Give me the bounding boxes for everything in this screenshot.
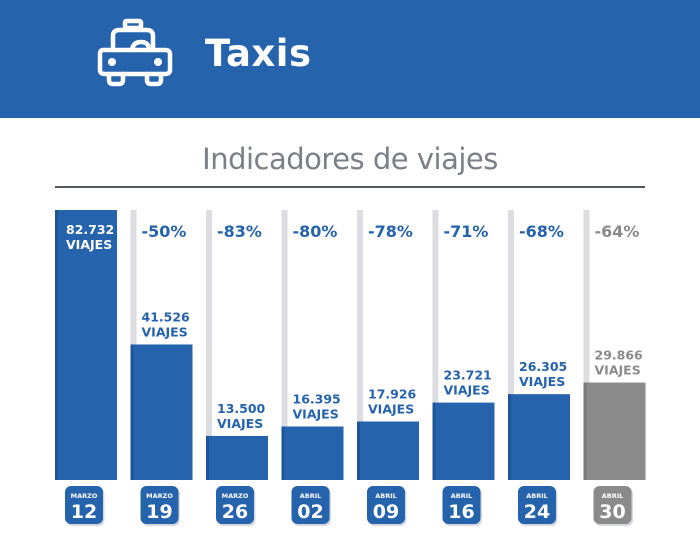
bar-edge bbox=[583, 382, 587, 480]
value-label: 41.526 bbox=[142, 309, 191, 324]
date-month: ABRIL bbox=[526, 492, 548, 500]
chart-title: Indicadores de viajes bbox=[202, 142, 498, 176]
bar-edge bbox=[206, 435, 209, 480]
date-month: ABRIL bbox=[300, 492, 322, 500]
unit-label: VIAJES bbox=[66, 237, 112, 252]
date-badge bbox=[216, 486, 254, 524]
date-day: 02 bbox=[297, 501, 323, 523]
date-badge bbox=[442, 486, 481, 524]
date-month: MARZO bbox=[222, 492, 249, 500]
date-day: 12 bbox=[71, 501, 97, 523]
change-label: -68% bbox=[519, 222, 564, 241]
unit-label: VIAJES bbox=[142, 324, 188, 339]
bar-edge bbox=[55, 210, 58, 480]
date-badge bbox=[140, 486, 179, 524]
column-track bbox=[508, 210, 514, 480]
date-day: 26 bbox=[222, 501, 248, 523]
date-badge bbox=[291, 486, 330, 524]
change-label: -64% bbox=[595, 222, 640, 241]
bar bbox=[583, 382, 646, 480]
taxi-icon bbox=[97, 18, 173, 87]
date-month: ABRIL bbox=[451, 492, 473, 500]
unit-label: VIAJES bbox=[595, 363, 641, 378]
change-label: -71% bbox=[444, 222, 489, 241]
header-title: Taxis bbox=[205, 32, 312, 75]
date-badge bbox=[65, 486, 103, 524]
value-label: 16.395 bbox=[293, 391, 341, 406]
title-divider bbox=[55, 186, 645, 188]
value-label: 26.305 bbox=[519, 359, 567, 374]
date-badge bbox=[593, 486, 632, 524]
date-day: 16 bbox=[448, 501, 474, 523]
bar bbox=[432, 402, 495, 480]
value-label: 82.732 bbox=[66, 222, 114, 237]
date-badge bbox=[518, 486, 556, 524]
column-track bbox=[206, 210, 212, 480]
unit-label: VIAJES bbox=[444, 383, 490, 398]
bar bbox=[206, 435, 268, 480]
value-label: 23.721 bbox=[444, 368, 492, 383]
change-label: -50% bbox=[142, 222, 187, 241]
column-track bbox=[281, 210, 288, 480]
bar-edge bbox=[508, 394, 511, 480]
bar-edge bbox=[357, 421, 360, 480]
bar bbox=[55, 210, 117, 480]
column-track bbox=[357, 210, 363, 480]
unit-label: VIAJES bbox=[519, 374, 565, 389]
bar-edge bbox=[432, 402, 436, 480]
date-month: MARZO bbox=[146, 492, 173, 500]
date-day: 30 bbox=[599, 501, 625, 523]
change-label: -78% bbox=[368, 222, 413, 241]
value-label: 29.866 bbox=[595, 348, 644, 363]
date-month: MARZO bbox=[71, 492, 98, 500]
bar bbox=[357, 421, 419, 480]
unit-label: VIAJES bbox=[217, 416, 263, 431]
bar bbox=[130, 344, 193, 480]
unit-label: VIAJES bbox=[293, 406, 339, 421]
date-day: 24 bbox=[524, 501, 550, 523]
bar bbox=[281, 426, 344, 480]
date-day: 19 bbox=[146, 501, 172, 523]
change-label: -80% bbox=[293, 222, 338, 241]
date-month: ABRIL bbox=[375, 492, 397, 500]
header-banner: Taxis bbox=[0, 0, 700, 118]
bar-edge bbox=[130, 344, 134, 480]
value-label: 17.926 bbox=[368, 386, 417, 401]
date-day: 09 bbox=[373, 501, 399, 523]
bar-edge bbox=[281, 426, 285, 480]
column-track bbox=[432, 210, 439, 480]
value-label: 13.500 bbox=[217, 401, 266, 416]
date-month: ABRIL bbox=[602, 492, 624, 500]
unit-label: VIAJES bbox=[368, 401, 414, 416]
column-track bbox=[583, 210, 590, 480]
change-label: -83% bbox=[217, 222, 262, 241]
date-badge bbox=[367, 486, 405, 524]
bar bbox=[508, 394, 570, 480]
